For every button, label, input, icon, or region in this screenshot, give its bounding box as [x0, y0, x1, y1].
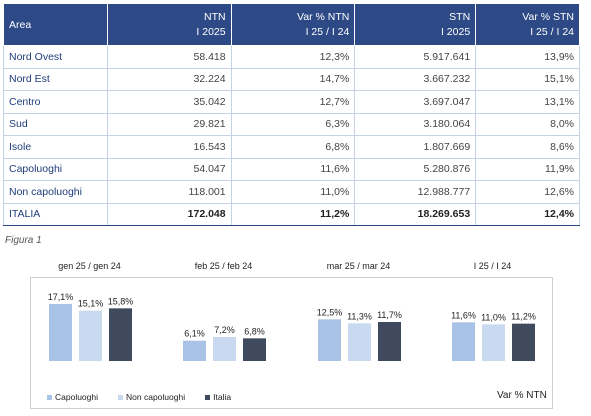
cell-vstn: 13,9%: [475, 45, 580, 69]
cell-stn: 1.807.669: [354, 135, 477, 159]
ntn-stn-table: Area NTN I 2025 Var % NTN I 25 / I 24 STN I…: [3, 3, 580, 226]
category-label: I 25 / I 24: [473, 261, 512, 271]
chart-axis-label: Var % NTN: [497, 390, 547, 401]
cell-area: Centro: [3, 90, 108, 114]
cell-area: Non capoluoghi: [3, 180, 108, 204]
legend-swatch: [118, 394, 124, 400]
table-total-row: ITALIA 172.048 11,2% 18.269.653 12,4%: [3, 202, 580, 226]
data-label: 12,5%: [317, 307, 343, 317]
header-area: Area: [3, 3, 108, 46]
data-label: 7,2%: [214, 325, 235, 335]
table-row: Isole 16.543 6,8% 1.807.669 8,6%: [3, 135, 580, 159]
bar: [79, 310, 102, 361]
legend-swatch: [205, 394, 211, 400]
table-row: Centro 35.042 12,7% 3.697.047 13,1%: [3, 90, 580, 114]
cell-vstn: 8,0%: [475, 112, 580, 136]
cell-vstn: 12,4%: [475, 202, 580, 226]
bar: [378, 322, 401, 361]
legend-label: Non capoluoghi: [126, 392, 186, 402]
cell-vntn: 12,3%: [230, 45, 356, 69]
category-label: mar 25 / mar 24: [326, 261, 391, 271]
legend-item: Italia: [205, 392, 231, 402]
data-label: 17,1%: [48, 292, 74, 302]
cell-area: Capoluoghi: [3, 157, 108, 181]
bar: [243, 338, 266, 361]
legend-item: Non capoluoghi: [118, 392, 185, 402]
cell-stn: 3.667.232: [354, 67, 477, 91]
legend-label: Italia: [213, 392, 232, 402]
cell-ntn: 29.821: [106, 112, 232, 136]
cell-ntn: 32.224: [106, 67, 232, 91]
cell-vntn: 12,7%: [230, 90, 356, 114]
legend-label: Capoluoghi: [55, 392, 99, 402]
cell-stn: 5.280.876: [354, 157, 477, 181]
cell-area: ITALIA: [3, 202, 108, 226]
cell-ntn: 54.047: [106, 157, 232, 181]
cell-vstn: 13,1%: [475, 90, 580, 114]
data-label: 15,1%: [78, 299, 104, 309]
bar: [348, 323, 371, 361]
category-label: feb 25 / feb 24: [194, 261, 253, 271]
legend-swatch: [47, 394, 52, 400]
cell-area: Isole: [3, 135, 108, 159]
bar: [183, 340, 206, 361]
bar-chart: 17,1% 15,1% 15,8% 6,1% 7,2% 6,8% 12,5% 11,3% 11,…: [48, 292, 536, 361]
chart-frame: 17,1% 15,1% 15,8% 6,1% 7,2% 6,8% 12,5% 11,3% 11,…: [30, 277, 553, 409]
cell-vntn: 11,6%: [230, 157, 356, 181]
data-label: 11,2%: [511, 312, 536, 322]
cell-stn: 5.917.641: [354, 45, 477, 69]
bar: [482, 324, 505, 361]
cell-vstn: 11,9%: [475, 157, 580, 181]
bar: [109, 308, 132, 361]
cell-vstn: 8,6%: [475, 135, 580, 159]
bar: [452, 322, 475, 361]
data-label: 11,0%: [481, 312, 506, 322]
cell-ntn: 118.001: [106, 180, 232, 204]
cell-area: Nord Ovest: [3, 45, 108, 69]
cell-vstn: 12,6%: [475, 180, 580, 204]
cell-ntn: 172.048: [106, 202, 232, 226]
cell-vntn: 11,2%: [230, 202, 356, 226]
cell-vntn: 11,0%: [230, 180, 356, 204]
cell-ntn: 16.543: [106, 135, 232, 159]
cell-vstn: 15,1%: [475, 67, 580, 91]
legend-item: Capoluoghi: [47, 392, 98, 402]
cell-vntn: 14,7%: [230, 67, 356, 91]
cell-stn: 12.988.777: [354, 180, 477, 204]
cell-vntn: 6,8%: [230, 135, 356, 159]
header-ntn: NTN I 2025: [106, 3, 232, 46]
header-var-ntn: Var % NTN I 25 / I 24: [230, 3, 356, 46]
cell-vntn: 6,3%: [230, 112, 356, 136]
table-row: Sud 29.821 6,3% 3.180.064 8,0%: [3, 112, 580, 136]
cell-stn: 3.697.047: [354, 90, 477, 114]
category-label: gen 25 / gen 24: [58, 261, 121, 271]
bar: [213, 337, 236, 361]
bar: [318, 319, 341, 361]
table-row: Non capoluoghi 118.001 11,0% 12.988.777 12,6…: [3, 180, 580, 204]
header-stn: STN I 2025: [354, 3, 477, 46]
table-header-row: Area NTN I 2025 Var % NTN I 25 / I 24 STN I…: [3, 3, 580, 46]
header-var-stn: Var % STN I 25 / I 24: [475, 3, 580, 46]
cell-stn: 3.180.064: [354, 112, 477, 136]
data-label: 6,8%: [244, 326, 265, 336]
data-label: 11,6%: [451, 310, 476, 320]
cell-ntn: 35.042: [106, 90, 232, 114]
data-label: 11,7%: [377, 310, 402, 320]
figure-caption: Figura 1: [5, 235, 42, 246]
chart-legend: Capoluoghi Non capoluoghi Italia: [47, 392, 251, 402]
table-row: Capoluoghi 54.047 11,6% 5.280.876 11,9%: [3, 157, 580, 181]
cell-stn: 18.269.653: [354, 202, 477, 226]
table-row: Nord Est 32.224 14,7% 3.667.232 15,1%: [3, 67, 580, 91]
cell-area: Sud: [3, 112, 108, 136]
bar: [512, 323, 535, 361]
bar: [49, 304, 72, 361]
cell-ntn: 58.418: [106, 45, 232, 69]
data-label: 15,8%: [108, 296, 134, 306]
data-label: 11,3%: [347, 311, 372, 321]
cell-area: Nord Est: [3, 67, 108, 91]
table-row: Nord Ovest 58.418 12,3% 5.917.641 13,9%: [3, 45, 580, 69]
data-label: 6,1%: [184, 329, 205, 339]
